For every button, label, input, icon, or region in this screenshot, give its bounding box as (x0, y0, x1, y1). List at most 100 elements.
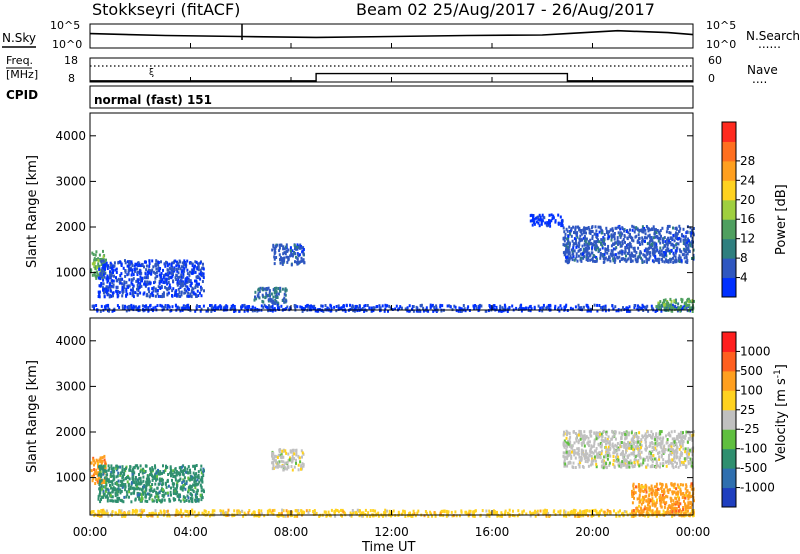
range-gate-cell (533, 217, 536, 221)
range-gate-cell (654, 446, 657, 450)
range-gate-cell (198, 272, 201, 276)
range-gate-cell (593, 431, 596, 435)
range-gate-cell (527, 306, 530, 310)
range-gate-cell (563, 514, 565, 518)
colorbar-tick-label: 4 (740, 271, 748, 285)
range-gate-cell (342, 510, 345, 514)
range-gate-cell (484, 309, 487, 313)
range-gate-cell (688, 299, 691, 303)
range-gate-cell (140, 496, 143, 500)
range-gate-cell (659, 465, 661, 469)
range-gate-cell (126, 260, 129, 264)
range-gate-cell (168, 266, 171, 270)
range-gate-cell (195, 472, 198, 476)
range-gate-cell (92, 456, 95, 460)
range-gate-cell (276, 456, 279, 459)
range-gate-cell (641, 225, 644, 229)
range-gate-cell (197, 282, 200, 286)
range-gate-cell (149, 269, 151, 273)
range-gate-cell (637, 462, 640, 466)
range-gate-cell (132, 478, 135, 482)
range-gate-cell (624, 434, 627, 438)
range-gate-cell (292, 457, 295, 461)
range-gate-cell (646, 252, 649, 256)
range-gate-cell (143, 260, 146, 264)
range-gate-cell (666, 225, 669, 228)
range-gate-cell (644, 255, 647, 259)
range-gate-cell (651, 449, 654, 453)
range-gate-cell (617, 240, 620, 244)
range-gate-cell (91, 251, 94, 255)
range-gate-cell (595, 462, 598, 466)
range-gate-cell (155, 490, 158, 494)
range-gate-cell (520, 303, 523, 307)
range-gate-cell (472, 514, 475, 518)
range-gate-cell (586, 250, 589, 254)
range-gate-cell (613, 509, 615, 513)
range-gate-cell (102, 479, 105, 483)
range-gate-cell (629, 228, 631, 232)
range-gate-cell (613, 256, 616, 260)
range-gate-cell (472, 304, 475, 308)
range-gate-cell (653, 227, 656, 231)
range-gate-cell (683, 306, 686, 310)
range-gate-cell (258, 288, 261, 292)
range-gate-cell (544, 508, 547, 512)
range-gate-cell (658, 230, 660, 234)
range-gate-cell (165, 277, 168, 281)
range-gate-cell (610, 249, 613, 253)
range-gate-cell (653, 245, 656, 249)
range-gate-cell (613, 451, 616, 455)
range-gate-cell (103, 288, 106, 291)
range-gate-cell (474, 509, 477, 513)
range-gate-cell (570, 454, 573, 458)
range-gate-cell (562, 441, 565, 445)
range-gate-cell (199, 478, 202, 482)
range-gate-cell (586, 309, 589, 313)
range-gate-cell (273, 458, 276, 462)
range-gate-cell (521, 510, 524, 514)
range-gate-cell (98, 512, 101, 516)
range-gate-cell (372, 509, 375, 513)
range-gate-cell (111, 490, 114, 494)
noise-panel: N.Sky 10^5 10^0 10^5 10^0 N.Search .....… (2, 19, 800, 51)
range-gate-cell (675, 449, 677, 453)
range-gate-cell (440, 509, 443, 513)
range-gate-cell (687, 455, 690, 459)
range-gate-cell (590, 434, 593, 438)
range-gate-cell (178, 472, 180, 475)
range-gate-cell (630, 461, 633, 465)
range-gate-cell (108, 285, 111, 289)
range-gate-cell (687, 462, 690, 466)
range-gate-cell (133, 489, 136, 493)
range-gate-cell (665, 242, 668, 246)
range-gate-cell (137, 289, 140, 293)
range-gate-cell (612, 434, 615, 438)
range-gate-cell (469, 512, 472, 516)
range-gate-cell (176, 512, 179, 516)
range-gate-cell (168, 262, 171, 266)
range-gate-cell (653, 252, 656, 256)
range-gate-cell (125, 490, 128, 494)
range-gate-cell (341, 509, 343, 513)
range-gate-cell (693, 299, 695, 303)
range-gate-cell (586, 460, 589, 464)
range-gate-cell (624, 432, 627, 436)
range-gate-cell (207, 309, 209, 313)
range-gate-cell (98, 253, 101, 257)
range-gate-cell (679, 257, 682, 261)
range-gate-cell (603, 252, 606, 256)
range-gate-cell (464, 309, 467, 313)
range-gate-cell (147, 481, 150, 485)
range-gate-cell (687, 450, 689, 454)
range-gate-cell (649, 238, 652, 242)
range-gate-cell (200, 486, 203, 490)
range-gate-cell (119, 465, 122, 469)
range-gate-cell (569, 232, 572, 236)
range-gate-cell (104, 260, 106, 264)
range-gate-cell (513, 514, 516, 518)
range-gate-cell (151, 478, 154, 482)
range-gate-cell (660, 249, 663, 253)
